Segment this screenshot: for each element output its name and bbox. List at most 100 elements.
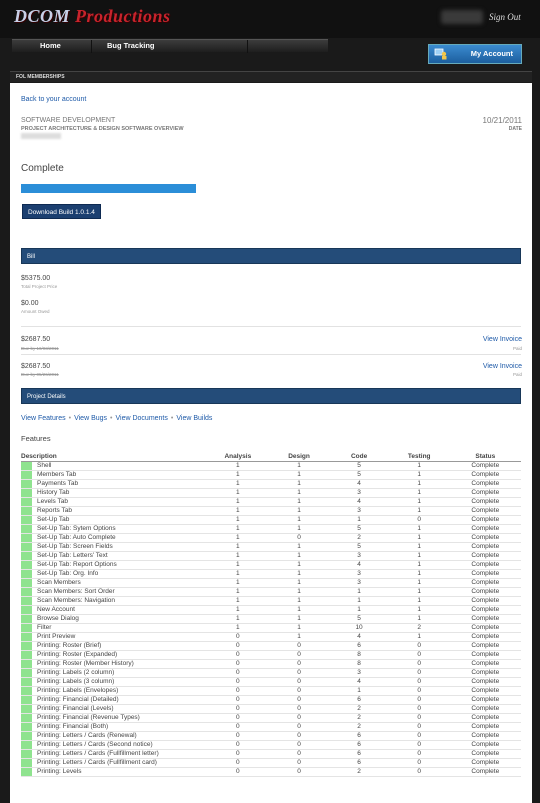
cell-testing: 1 (388, 587, 450, 597)
cell-analysis: 0 (206, 695, 269, 705)
cell-description: Printing: Financial (Revenue Types) (21, 713, 207, 723)
cell-analysis: 0 (206, 650, 269, 660)
cell-testing: 1 (388, 479, 450, 489)
cell-code: 2 (329, 713, 389, 723)
cell-status: Complete (449, 713, 521, 723)
cell-code: 5 (329, 470, 389, 480)
cell-design: 1 (268, 551, 330, 561)
cell-code: 1 (329, 515, 389, 525)
col-code: Code (329, 452, 389, 462)
owed-amount: $0.00 (21, 300, 39, 307)
view-invoice-link[interactable]: View Invoice (482, 363, 522, 370)
cell-testing: 1 (388, 569, 450, 579)
cell-code: 2 (329, 533, 389, 543)
table-row: Payments Tab 1 1 4 1 Complete (21, 479, 521, 489)
nav-home[interactable]: Home (12, 40, 92, 53)
cell-code: 3 (329, 569, 389, 579)
user-name-redacted (441, 10, 483, 24)
sign-out-link[interactable]: Sign Out (489, 12, 521, 22)
cell-design: 0 (268, 641, 330, 651)
cell-code: 1 (329, 587, 389, 597)
table-row: Set-Up Tab: Report Options 1 1 4 1 Complete (21, 560, 521, 570)
cell-code: 6 (329, 731, 389, 741)
cell-analysis: 0 (206, 740, 269, 750)
cell-code: 1 (329, 596, 389, 606)
view-builds-link[interactable]: View Builds (176, 415, 213, 422)
cell-testing: 0 (388, 515, 450, 525)
cell-design: 0 (268, 677, 330, 687)
invoice-due: Due by 05/26/2011 (21, 372, 59, 377)
table-row: Printing: Financial (Revenue Types) 0 0 2 0 C… (21, 713, 521, 723)
cell-design: 1 (268, 632, 330, 642)
cell-analysis: 1 (206, 623, 269, 633)
cell-description: Print Preview (21, 632, 207, 642)
progress-fill (21, 184, 196, 193)
view-documents-link[interactable]: View Documents (115, 415, 168, 422)
bill-header: Bill (21, 248, 521, 264)
cell-status: Complete (449, 659, 521, 669)
cell-design: 1 (268, 560, 330, 570)
owed-label: Amount Owed (21, 309, 50, 314)
cell-code: 4 (329, 479, 389, 489)
cell-code: 5 (329, 461, 389, 471)
cell-description: Scan Members: Navigation (21, 596, 207, 606)
cell-design: 1 (268, 488, 330, 498)
cell-design: 1 (268, 569, 330, 579)
cell-description: Shell (21, 461, 207, 471)
cell-code: 6 (329, 695, 389, 705)
cell-code: 6 (329, 758, 389, 768)
cell-description: Printing: Financial (Detailed) (21, 695, 207, 705)
cell-status: Complete (449, 641, 521, 651)
table-row: Printing: Financial (Detailed) 0 0 6 0 Comple… (21, 695, 521, 705)
cell-status: Complete (449, 605, 521, 615)
divider (21, 326, 521, 327)
cell-status: Complete (449, 704, 521, 714)
cell-design: 1 (268, 542, 330, 552)
cell-testing: 0 (388, 677, 450, 687)
cell-description: New Account (21, 605, 207, 615)
project-details-header: Project Details (21, 388, 521, 404)
cell-testing: 0 (388, 731, 450, 741)
col-description: Description (21, 452, 207, 462)
cell-testing: 1 (388, 551, 450, 561)
cell-testing: 0 (388, 758, 450, 768)
cell-status: Complete (449, 515, 521, 525)
project-date: 10/21/2011 (482, 116, 522, 125)
my-account-wrapper: My Account (428, 44, 522, 64)
cell-code: 4 (329, 632, 389, 642)
cell-analysis: 0 (206, 686, 269, 696)
cell-description: Printing: Letters / Cards (Second notice… (21, 740, 207, 750)
cell-testing: 0 (388, 704, 450, 714)
logo[interactable]: DCOM Productions (14, 6, 171, 27)
cell-analysis: 1 (206, 596, 269, 606)
my-account-button[interactable]: My Account (428, 44, 522, 64)
header: DCOM Productions Sign Out (0, 0, 540, 38)
cell-analysis: 1 (206, 488, 269, 498)
cell-design: 1 (268, 461, 330, 471)
nav-bug-tracking[interactable]: Bug Tracking (92, 40, 248, 53)
cell-analysis: 0 (206, 704, 269, 714)
logo-word-productions: Productions (75, 6, 171, 26)
cell-analysis: 0 (206, 659, 269, 669)
project-date-label: DATE (508, 126, 522, 132)
view-features-link[interactable]: View Features (21, 415, 66, 422)
view-invoice-link[interactable]: View Invoice (482, 336, 522, 343)
cell-testing: 1 (388, 560, 450, 570)
view-bugs-link[interactable]: View Bugs (74, 415, 108, 422)
cell-description: Printing: Levels (21, 767, 207, 777)
back-to-account-link[interactable]: Back to your account (21, 96, 87, 103)
cell-testing: 0 (388, 767, 450, 777)
cell-design: 1 (268, 470, 330, 480)
table-row: Printing: Letters / Cards (Fullfillment … (21, 758, 521, 768)
cell-code: 5 (329, 542, 389, 552)
cell-testing: 0 (388, 740, 450, 750)
cell-status: Complete (449, 479, 521, 489)
table-row: Set-Up Tab: Screen Fields 1 1 5 1 Complete (21, 542, 521, 552)
cell-analysis: 1 (206, 497, 269, 507)
cell-code: 3 (329, 668, 389, 678)
cell-design: 1 (268, 623, 330, 633)
cell-code: 8 (329, 650, 389, 660)
cell-testing: 0 (388, 650, 450, 660)
cell-analysis: 0 (206, 767, 269, 777)
download-build-button[interactable]: Download Build 1.0.1.4 (22, 204, 101, 219)
